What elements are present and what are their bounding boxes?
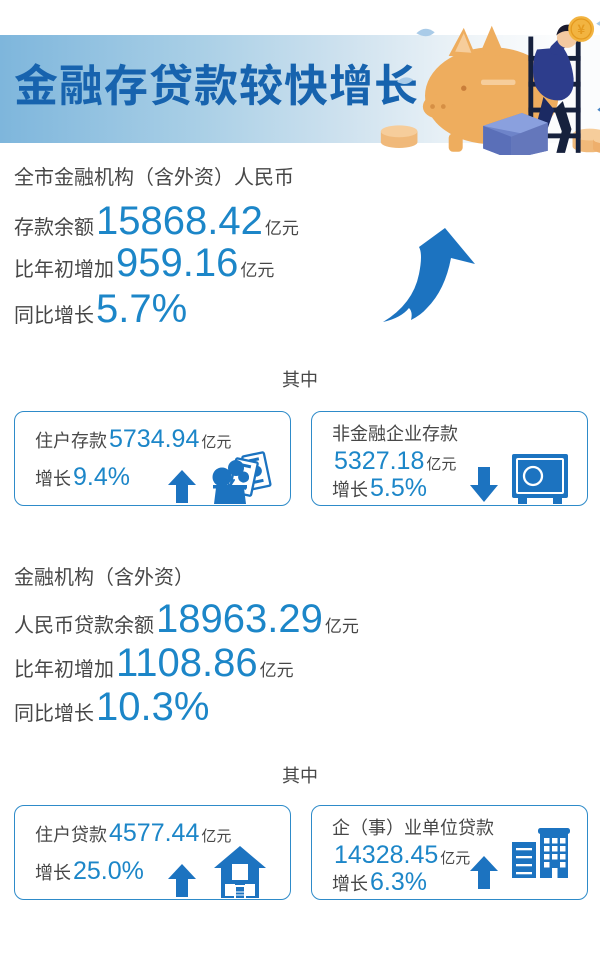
svg-text:¥: ¥ <box>577 19 585 38</box>
